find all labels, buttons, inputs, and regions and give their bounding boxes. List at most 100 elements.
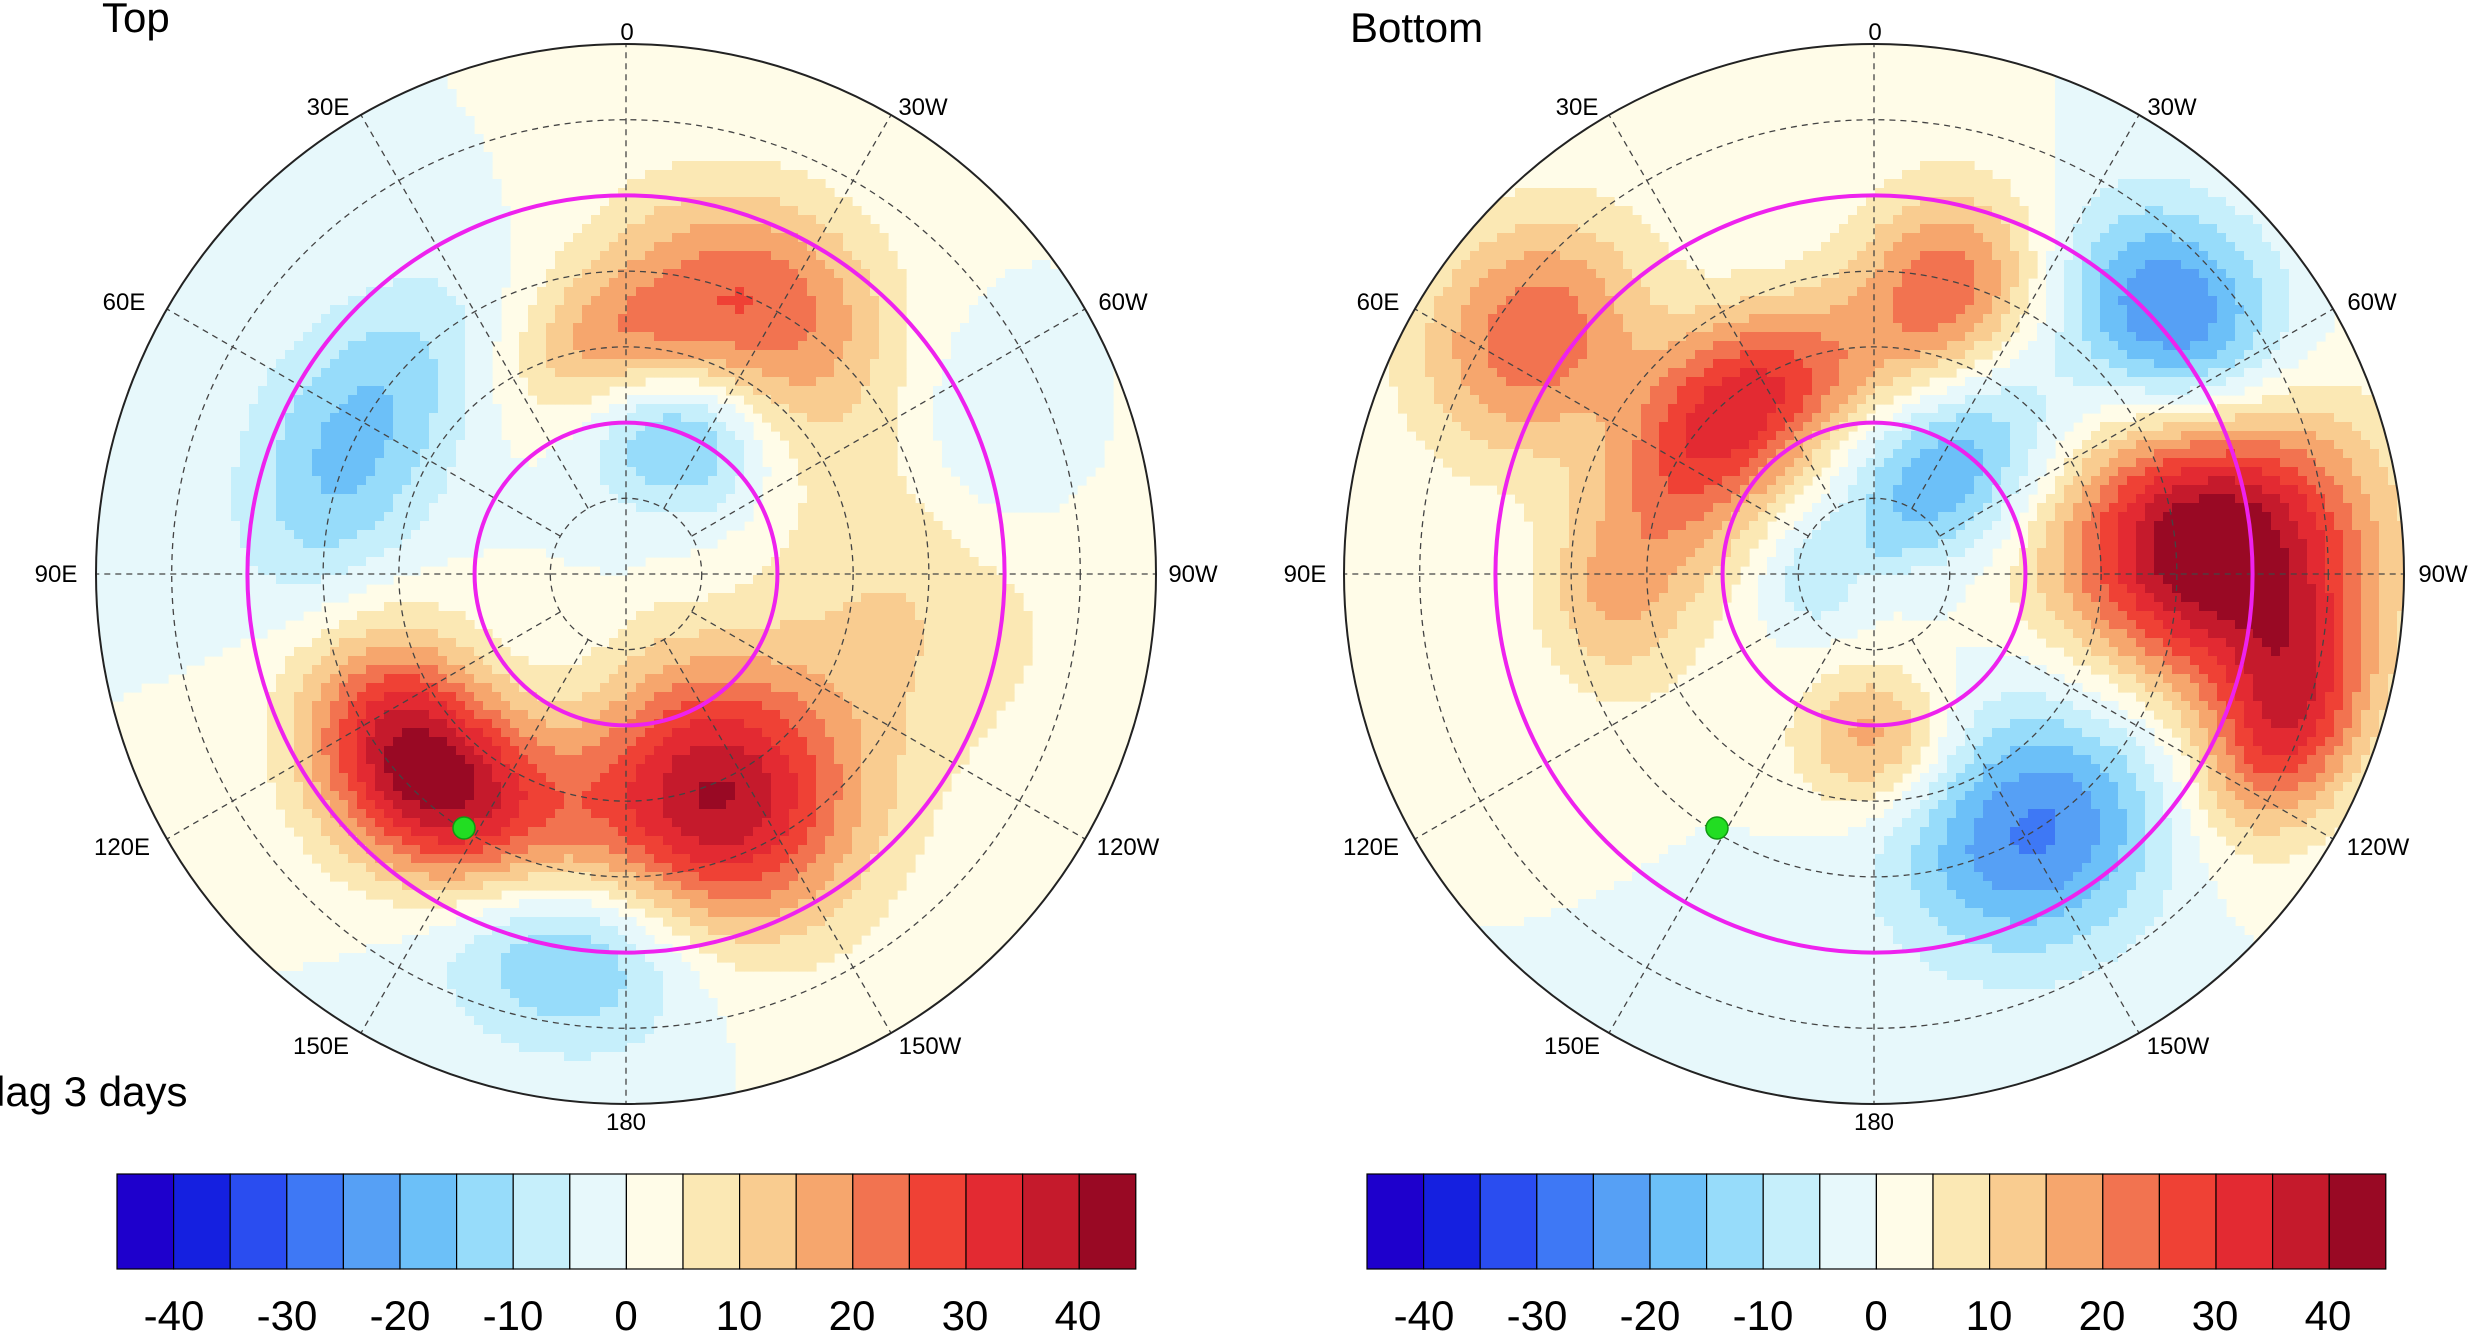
colorbar-tick: -30 <box>1507 1292 1568 1332</box>
colorbar-swatch <box>342 1173 401 1270</box>
panel-top: Top 0 30E 30W 60E 60W 90E 90W 120E 120W … <box>35 0 1218 1332</box>
anomaly-field <box>1344 44 2404 1104</box>
colorbar-tick: 0 <box>1864 1292 1887 1332</box>
lon-label-0: 0 <box>620 19 633 46</box>
colorbar-tick: 40 <box>2305 1292 2352 1332</box>
colorbar-tick: 20 <box>2079 1292 2126 1332</box>
colorbar <box>1366 1173 2387 1270</box>
colorbar-tick: 0 <box>614 1292 637 1332</box>
meridian <box>1608 639 1837 1034</box>
colorbar-swatch <box>1762 1173 1821 1270</box>
colorbar-swatch <box>1592 1173 1651 1270</box>
map-boundary <box>1343 43 2405 1105</box>
lon-label-180: 180 <box>1854 1109 1894 1136</box>
colorbar <box>116 1173 1137 1270</box>
inner-circle <box>1720 420 2028 728</box>
colorbar-swatch <box>2272 1173 2330 1270</box>
colorbar-swatch <box>1366 1173 1425 1270</box>
colorbar-swatch <box>1021 1173 1080 1270</box>
panel-title: Top <box>102 0 170 41</box>
meridian <box>663 639 892 1034</box>
colorbar-swatch <box>2158 1173 2217 1270</box>
lon-label-90e: 90E <box>1284 561 1327 588</box>
lon-label-180: 180 <box>606 1109 646 1136</box>
outer-circle <box>1493 193 2255 955</box>
lon-label-60w: 60W <box>2347 289 2397 316</box>
colorbar-swatch <box>2215 1173 2274 1270</box>
map-boundary <box>95 43 1157 1105</box>
lon-label-30w: 30W <box>898 94 948 121</box>
colorbar-tick: 40 <box>1055 1292 1102 1332</box>
colorbar-swatch <box>1705 1173 1764 1270</box>
colorbar-tick: -10 <box>483 1292 544 1332</box>
outer-circle <box>245 193 1007 955</box>
meridian <box>166 308 561 537</box>
colorbar-swatch <box>1479 1173 1538 1270</box>
polar-map <box>95 43 1157 1105</box>
lon-label-120e: 120E <box>94 834 150 861</box>
lon-label-150w: 150W <box>2147 1033 2210 1060</box>
colorbar-swatch <box>1536 1173 1595 1270</box>
colorbar-swatch <box>456 1173 514 1270</box>
lon-label-120w: 120W <box>2347 834 2410 861</box>
colorbar-tick: 20 <box>829 1292 876 1332</box>
lon-label-30e: 30E <box>1556 94 1599 121</box>
colorbar-tick: -40 <box>144 1292 205 1332</box>
lon-label-120w: 120W <box>1097 834 1160 861</box>
meridian <box>360 114 589 509</box>
latitude-circle <box>322 270 930 878</box>
colorbar-swatch <box>738 1173 797 1270</box>
station-marker <box>1705 816 1729 840</box>
colorbar-swatch <box>908 1173 967 1270</box>
colorbar-swatch <box>2045 1173 2104 1270</box>
colorbar-swatch <box>229 1173 288 1270</box>
colorbar-swatch <box>286 1173 344 1270</box>
colorbar-swatch <box>2102 1173 2161 1270</box>
colorbar-tick: 30 <box>942 1292 989 1332</box>
colorbar-swatch <box>399 1173 458 1270</box>
latitude-circle <box>398 346 854 802</box>
meridian <box>1911 639 2140 1034</box>
colorbar-swatch <box>2328 1173 2387 1270</box>
meridian <box>663 114 892 509</box>
colorbar-swatch <box>852 1173 910 1270</box>
colorbar-tick: 10 <box>1966 1292 2013 1332</box>
colorbar-tick: -20 <box>370 1292 431 1332</box>
colorbar-swatch <box>512 1173 571 1270</box>
colorbar-tick: -30 <box>257 1292 318 1332</box>
colorbar-tick: -20 <box>1620 1292 1681 1332</box>
lon-label-150w: 150W <box>899 1033 962 1060</box>
colorbar-swatch <box>1422 1173 1481 1270</box>
lon-label-150e: 150E <box>1544 1033 1600 1060</box>
latitude-circle <box>1646 346 2102 802</box>
colorbar-swatch <box>1819 1173 1878 1270</box>
meridian <box>1911 114 2140 509</box>
meridian <box>166 611 561 840</box>
lon-label-150e: 150E <box>293 1033 349 1060</box>
colorbar-swatch <box>795 1173 854 1270</box>
meridian <box>1939 611 2334 840</box>
lon-label-60e: 60E <box>1357 289 1400 316</box>
colorbar-swatch <box>682 1173 741 1270</box>
colorbar-tick: -10 <box>1733 1292 1794 1332</box>
lon-label-60e: 60E <box>103 289 146 316</box>
lon-label-90w: 90W <box>2418 561 2468 588</box>
meridian <box>1414 611 1809 840</box>
colorbar-swatch <box>625 1173 684 1270</box>
colorbar-swatch <box>1875 1173 1934 1270</box>
lon-label-30w: 30W <box>2147 94 2197 121</box>
meridian <box>691 308 1086 537</box>
meridian <box>360 639 589 1034</box>
station-marker <box>452 816 476 840</box>
colorbar-swatch <box>569 1173 627 1270</box>
colorbar-swatch <box>116 1173 175 1270</box>
panel-bottom: Bottom 0 30E 30W 60E 60W 90E 90W 120E 12… <box>1284 4 2468 1332</box>
colorbar-swatch <box>1988 1173 2047 1270</box>
latitude-circle <box>1570 270 2178 878</box>
meridian <box>691 611 1086 840</box>
lon-label-120e: 120E <box>1343 834 1399 861</box>
meridian <box>1414 308 1809 537</box>
meridian <box>1608 114 1837 509</box>
panel-title: Bottom <box>1350 4 1483 51</box>
meridian <box>1939 308 2334 537</box>
